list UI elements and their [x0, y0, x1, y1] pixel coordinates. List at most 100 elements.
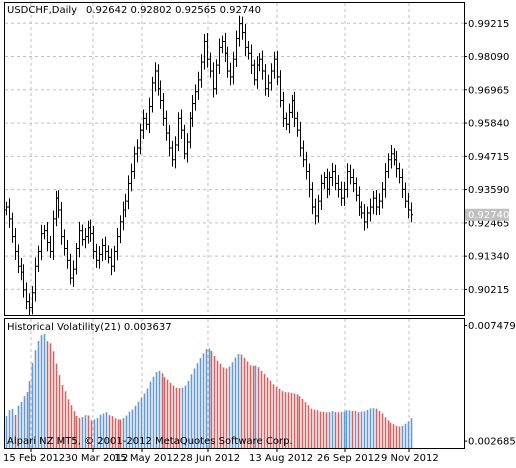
price-bar	[288, 103, 291, 134]
price-bar	[302, 140, 305, 168]
time-tick-label: 15 Feb 2012	[3, 453, 65, 464]
price-bar	[398, 162, 401, 184]
price-bar	[311, 182, 314, 215]
price-bar	[331, 162, 334, 187]
price-tick-label: 0.92465	[468, 218, 509, 229]
price-bar	[291, 94, 294, 119]
price-bar	[119, 215, 122, 244]
price-bar	[308, 163, 311, 198]
price-bar	[323, 171, 326, 189]
price-bar	[369, 198, 372, 222]
price-bar	[197, 71, 200, 100]
indicator-label: Historical Volatility(21) 0.003637	[7, 322, 172, 333]
price-bar	[136, 139, 139, 163]
price-bar	[328, 171, 331, 196]
price-bar	[151, 76, 154, 113]
price-bar	[244, 23, 247, 56]
price-bar	[69, 253, 72, 285]
price-bar	[381, 181, 384, 209]
price-bar	[206, 33, 209, 68]
time-tick-label: 26 Sep 2012	[317, 453, 380, 464]
price-bar	[122, 201, 125, 231]
price-bar	[334, 164, 337, 191]
price-bar	[261, 50, 264, 80]
price-bar	[186, 133, 189, 163]
current-price-tag: 0.92740	[465, 208, 509, 221]
price-bar	[92, 225, 95, 260]
time-tick-label: 15 May 2012	[114, 453, 179, 464]
price-bar	[127, 175, 130, 210]
price-tick-label: 0.95840	[468, 119, 509, 130]
price-bar	[293, 91, 296, 128]
price-bar	[256, 56, 259, 89]
price-bar	[89, 219, 92, 242]
price-bar	[95, 243, 98, 268]
price-bar	[116, 227, 119, 261]
price-tick-label: 0.91340	[468, 252, 509, 263]
price-bar	[46, 221, 49, 252]
price-bar	[267, 74, 270, 97]
price-bar	[273, 51, 276, 79]
price-bar	[349, 164, 352, 185]
price-bars	[5, 15, 413, 316]
price-bar	[168, 124, 171, 157]
price-bar	[276, 50, 279, 86]
copyright-label: Alpari NZ MT5, © 2001-2012 MetaQuotes So…	[7, 436, 293, 447]
price-bar	[352, 168, 355, 193]
price-bar	[98, 246, 101, 269]
price-bar	[171, 140, 174, 167]
price-bar	[165, 110, 168, 141]
price-bar	[57, 190, 60, 218]
price-bar	[162, 92, 165, 126]
price-bar	[72, 260, 75, 287]
price-bar	[390, 145, 393, 169]
price-bar	[8, 198, 11, 228]
price-bar	[212, 62, 215, 98]
price-bar	[218, 38, 221, 74]
price-bar	[235, 30, 238, 68]
price-bar	[404, 182, 407, 208]
price-bar	[49, 235, 52, 259]
price-bar	[37, 245, 40, 273]
price-bar	[124, 193, 127, 218]
price-bar	[159, 80, 162, 109]
price-bar	[25, 282, 28, 310]
price-bar	[363, 204, 366, 231]
price-bar	[314, 198, 317, 225]
price-bar	[22, 264, 25, 298]
price-bar	[133, 146, 136, 179]
price-bar	[226, 46, 229, 78]
time-tick-label: 30 Mar 2012	[65, 453, 128, 464]
time-tick-label: 9 Nov 2012	[381, 453, 439, 464]
ohlc-label: 0.92642 0.92802 0.92565 0.92740	[86, 5, 261, 16]
price-bar	[194, 84, 197, 111]
price-bar	[378, 193, 381, 215]
price-bar	[60, 201, 63, 245]
price-bar	[189, 112, 192, 149]
price-bar	[28, 293, 31, 316]
price-bar	[31, 286, 34, 315]
price-bar	[180, 109, 183, 140]
price-bar	[43, 225, 46, 240]
price-bar	[326, 168, 329, 199]
price-bar	[320, 174, 323, 210]
price-bar	[142, 109, 145, 139]
price-bar	[384, 163, 387, 198]
price-bar	[34, 257, 37, 302]
price-bar	[75, 242, 78, 275]
price-bar	[401, 168, 404, 199]
price-bar	[14, 228, 17, 261]
price-bar	[264, 63, 267, 96]
price-bar	[299, 121, 302, 157]
time-tick-label: 28 Jun 2012	[180, 453, 240, 464]
price-bar	[145, 112, 148, 130]
price-tick-label: 0.96965	[468, 85, 509, 96]
price-bar	[63, 229, 66, 256]
price-tick-label: 0.99215	[468, 19, 509, 30]
price-bar	[247, 41, 250, 60]
price-bar	[5, 201, 8, 216]
price-bar	[258, 53, 261, 72]
current-price-tag-bg	[465, 208, 509, 221]
price-bar	[224, 32, 227, 63]
